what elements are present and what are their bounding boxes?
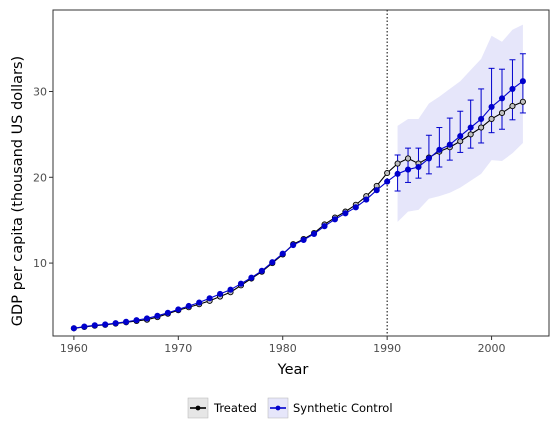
panel-border bbox=[52, 9, 550, 337]
legend: Treated Synthetic Control bbox=[187, 397, 393, 419]
data-point-synthetic bbox=[373, 187, 380, 194]
data-point-synthetic bbox=[154, 312, 161, 319]
data-point-synthetic bbox=[425, 155, 432, 162]
data-point-synthetic bbox=[164, 309, 171, 316]
data-point-synthetic bbox=[133, 317, 140, 324]
legend-item-synthetic: Synthetic Control bbox=[267, 397, 393, 419]
data-point-synthetic bbox=[217, 290, 224, 298]
data-point-synthetic bbox=[81, 323, 88, 330]
data-point-synthetic bbox=[404, 166, 412, 173]
data-point-synthetic bbox=[102, 321, 109, 328]
data-point-treated bbox=[394, 160, 401, 167]
data-point-synthetic bbox=[394, 170, 401, 177]
data-point-synthetic bbox=[342, 210, 349, 217]
data-point-treated bbox=[457, 138, 464, 145]
data-point-synthetic bbox=[488, 103, 495, 110]
data-point-synthetic bbox=[175, 306, 182, 313]
x-tick-label: 2000 bbox=[478, 342, 506, 355]
x-tick-label: 1970 bbox=[164, 342, 192, 355]
data-point-treated bbox=[519, 98, 526, 105]
data-point-synthetic bbox=[363, 196, 370, 203]
data-point-treated bbox=[404, 155, 412, 162]
data-point-synthetic bbox=[206, 295, 213, 302]
x-tick-label: 1960 bbox=[60, 342, 88, 355]
data-point-synthetic bbox=[185, 302, 192, 310]
data-point-synthetic bbox=[457, 133, 464, 140]
y-axis-title: GDP per capita (thousand US dollars) bbox=[10, 56, 26, 326]
data-point-synthetic bbox=[258, 267, 265, 274]
legend-item-treated: Treated bbox=[187, 397, 257, 419]
y-tick-label: 10 bbox=[33, 257, 47, 270]
data-point-treated bbox=[384, 169, 391, 177]
error-bar bbox=[457, 110, 464, 153]
legend-marker-synthetic bbox=[275, 405, 281, 411]
legend-label-synthetic: Synthetic Control bbox=[293, 401, 393, 415]
data-point-synthetic bbox=[196, 299, 203, 306]
error-bar bbox=[405, 147, 412, 183]
data-point-synthetic bbox=[112, 320, 119, 327]
data-point-synthetic bbox=[300, 236, 307, 243]
error-bar bbox=[467, 99, 474, 149]
data-point-synthetic bbox=[519, 78, 526, 85]
data-point-synthetic bbox=[310, 230, 318, 237]
data-point-synthetic bbox=[279, 250, 286, 257]
data-point-treated bbox=[488, 115, 495, 122]
data-point-treated bbox=[498, 109, 506, 116]
data-point-synthetic bbox=[446, 141, 453, 148]
series-layer bbox=[70, 78, 526, 332]
data-point-synthetic bbox=[269, 259, 276, 266]
data-point-synthetic bbox=[415, 163, 422, 171]
data-point-synthetic bbox=[70, 325, 77, 332]
series-synthetic bbox=[70, 78, 526, 332]
data-point-synthetic bbox=[227, 286, 234, 293]
data-point-treated bbox=[478, 124, 485, 131]
data-point-synthetic bbox=[331, 216, 338, 223]
data-point-treated bbox=[509, 103, 516, 110]
data-point-synthetic bbox=[352, 204, 359, 211]
data-point-synthetic bbox=[467, 124, 474, 131]
data-point-synthetic bbox=[123, 318, 130, 325]
data-point-synthetic bbox=[384, 178, 391, 185]
data-point-synthetic bbox=[143, 315, 151, 322]
legend-marker-treated bbox=[195, 405, 201, 411]
data-point-synthetic bbox=[509, 85, 516, 92]
data-point-synthetic bbox=[478, 115, 485, 122]
data-point-synthetic bbox=[498, 95, 506, 102]
legend-label-treated: Treated bbox=[213, 401, 257, 415]
data-point-synthetic bbox=[290, 242, 297, 249]
x-tick-label: 1990 bbox=[373, 342, 401, 355]
data-point-synthetic bbox=[248, 274, 255, 281]
data-point-synthetic bbox=[237, 280, 245, 287]
y-tick-label: 30 bbox=[33, 86, 47, 99]
x-axis-title: Year bbox=[277, 362, 309, 378]
axis-layer: 1960 1970 1980 1990 2000 10 20 30 bbox=[33, 86, 506, 356]
data-point-synthetic bbox=[436, 146, 443, 153]
data-point-treated bbox=[467, 131, 474, 138]
error-bar bbox=[446, 117, 453, 161]
y-tick-label: 20 bbox=[33, 171, 47, 184]
x-tick-label: 1980 bbox=[269, 342, 297, 355]
data-point-synthetic bbox=[91, 322, 98, 329]
data-point-synthetic bbox=[321, 223, 328, 230]
